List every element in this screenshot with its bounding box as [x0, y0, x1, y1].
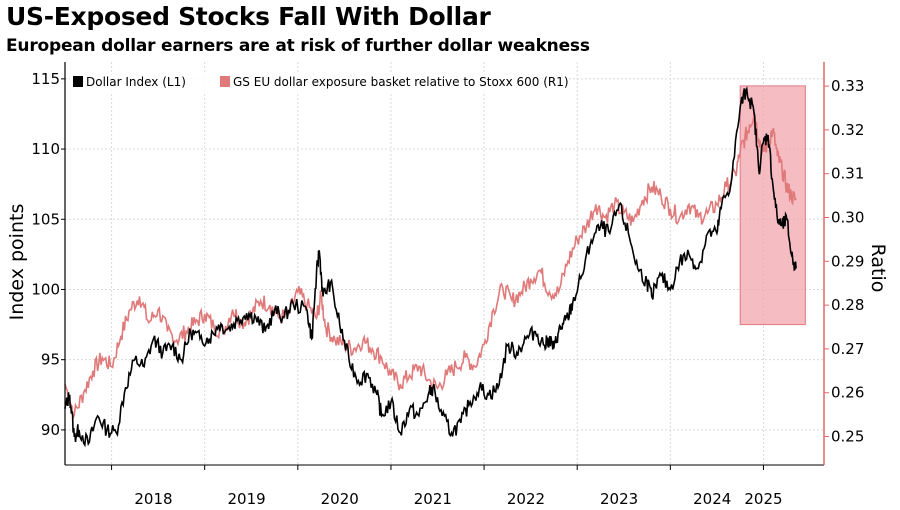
right-axis-title: Ratio	[867, 244, 889, 293]
y-tick-label: 115	[31, 70, 60, 88]
legend-label-dollar-index: Dollar Index (L1)	[86, 75, 186, 89]
series-line-dollar-index	[64, 86, 797, 448]
legend: Dollar Index (L1) GS EU dollar exposure …	[70, 73, 569, 93]
y-tick-label: 90	[41, 421, 60, 439]
legend-swatch-gs-eu-basket	[220, 76, 230, 87]
legend-label-gs-eu-basket: GS EU dollar exposure basket relative to…	[233, 75, 569, 89]
left-axis-title: Index points	[6, 204, 28, 321]
x-tick-label: 2018	[134, 490, 172, 508]
y2-tick-label: 0.32	[831, 121, 864, 139]
x-tick-label: 2025	[744, 490, 782, 508]
legend-swatch-dollar-index	[73, 76, 83, 87]
y2-tick-label: 0.33	[831, 77, 864, 95]
chart-title: US-Exposed Stocks Fall With Dollar	[6, 2, 491, 31]
axes: 90 95 100 105 110 115 2018 2019 2020 2021 2022 2023…	[31, 62, 864, 508]
y2-tick-label: 0.31	[831, 165, 864, 183]
highlight-region	[739, 85, 806, 326]
y-tick-label: 110	[31, 140, 60, 158]
y2-tick-label: 0.28	[831, 296, 864, 314]
x-tick-label: 2021	[414, 490, 452, 508]
series-lines	[64, 86, 797, 448]
y2-tick-label: 0.25	[831, 428, 864, 446]
highlight-rect	[739, 85, 806, 326]
y-tick-label: 105	[31, 210, 60, 228]
x-tick-label: 2019	[228, 490, 266, 508]
y-tick-label: 100	[31, 280, 60, 298]
gridlines	[65, 62, 824, 465]
chart-subtitle: European dollar earners are at risk of f…	[6, 36, 590, 56]
y2-tick-label: 0.29	[831, 252, 864, 270]
series-line-gs-eu-basket	[64, 112, 797, 419]
x-tick-label: 2020	[321, 490, 359, 508]
y2-tick-label: 0.27	[831, 340, 864, 358]
legend-background	[70, 73, 568, 93]
x-tick-label: 2023	[600, 490, 638, 508]
y2-tick-label: 0.26	[831, 384, 864, 402]
x-tick-label: 2024	[693, 490, 731, 508]
x-tick-label: 2022	[507, 490, 545, 508]
y2-tick-label: 0.30	[831, 209, 864, 227]
y-tick-label: 95	[41, 351, 60, 369]
